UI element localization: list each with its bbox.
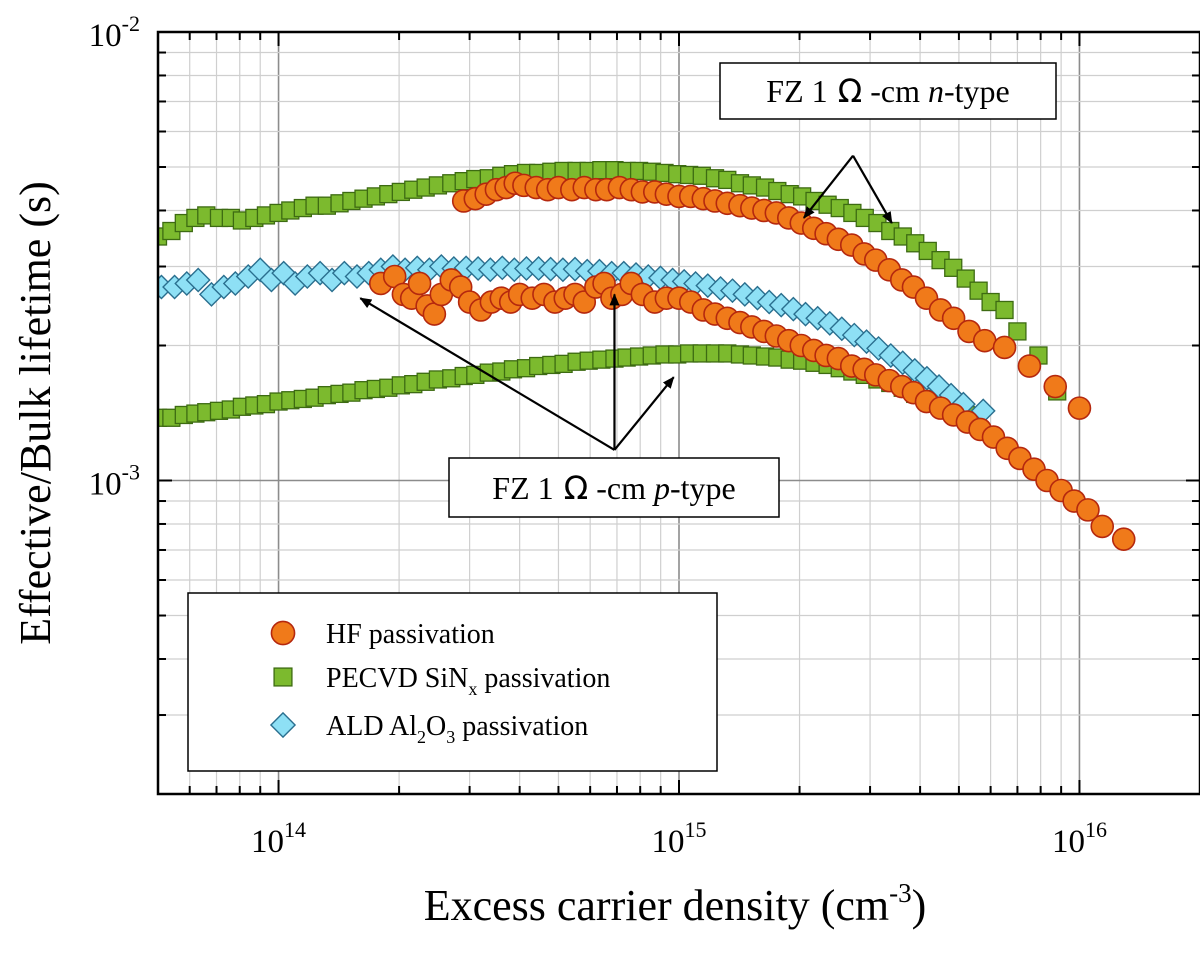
circle-point — [422, 302, 447, 326]
axis-ticks — [157, 31, 1200, 795]
square-point — [995, 300, 1014, 320]
annotations: FZ 1 Ω -cm n-type FZ 1 Ω -cm p-type — [359, 62, 1057, 518]
y-axis-title: Effective/Bulk lifetime (s) — [11, 181, 60, 644]
annotation-box — [448, 457, 780, 518]
circle-point — [941, 306, 966, 331]
annotation-arrow — [613, 376, 675, 451]
square-point — [1008, 322, 1027, 341]
circle-point — [1067, 396, 1092, 420]
legend-marker-diamond — [269, 711, 297, 739]
annotation-label-n-type: FZ 1 Ω -cm n-type — [766, 72, 1009, 110]
x-tick-label: 1016 — [1052, 817, 1107, 860]
series-circle-n-type — [451, 171, 1092, 420]
diamond-point — [185, 267, 211, 293]
x-axis-title: Excess carrier density (cm-3) — [424, 878, 927, 930]
circle-point — [1043, 374, 1068, 399]
legend-label-circle: HF passivation — [326, 619, 495, 650]
circle-point — [1076, 498, 1100, 522]
circle-point — [1111, 527, 1136, 551]
legend: HF passivation PECVD SiNx passivation ALD … — [187, 592, 718, 772]
y-tick-label: 10-3 — [89, 460, 140, 503]
legend-marker-circle — [270, 620, 296, 646]
circle-point — [972, 328, 997, 353]
circle-point — [407, 271, 432, 296]
data-series — [158, 161, 1136, 551]
annotation-label-p-type: FZ 1 Ω -cm p-type — [492, 469, 735, 507]
circle-point — [992, 335, 1017, 360]
y-tick-label: 10-2 — [89, 11, 140, 54]
x-tick-label: 1014 — [251, 817, 306, 860]
legend-marker-square — [273, 667, 293, 687]
x-tick-label: 1015 — [652, 817, 707, 860]
series-square-p-type — [158, 344, 975, 427]
annotation-arrow — [852, 155, 893, 224]
circle-point — [1090, 514, 1115, 539]
annotation-arrow — [359, 297, 616, 451]
legend-label-diamond: ALD Al2O3 passivation — [326, 711, 588, 747]
annotation-arrow — [802, 154, 854, 219]
annotation-box — [719, 62, 1057, 120]
series-circle-p-type — [368, 264, 1136, 551]
circle-point — [1017, 354, 1042, 378]
legend-label-square: PECVD SiNx passivation — [326, 663, 610, 699]
axis-tick-labels: 1014 1015 1016 10-3 10-2 — [89, 11, 1107, 860]
